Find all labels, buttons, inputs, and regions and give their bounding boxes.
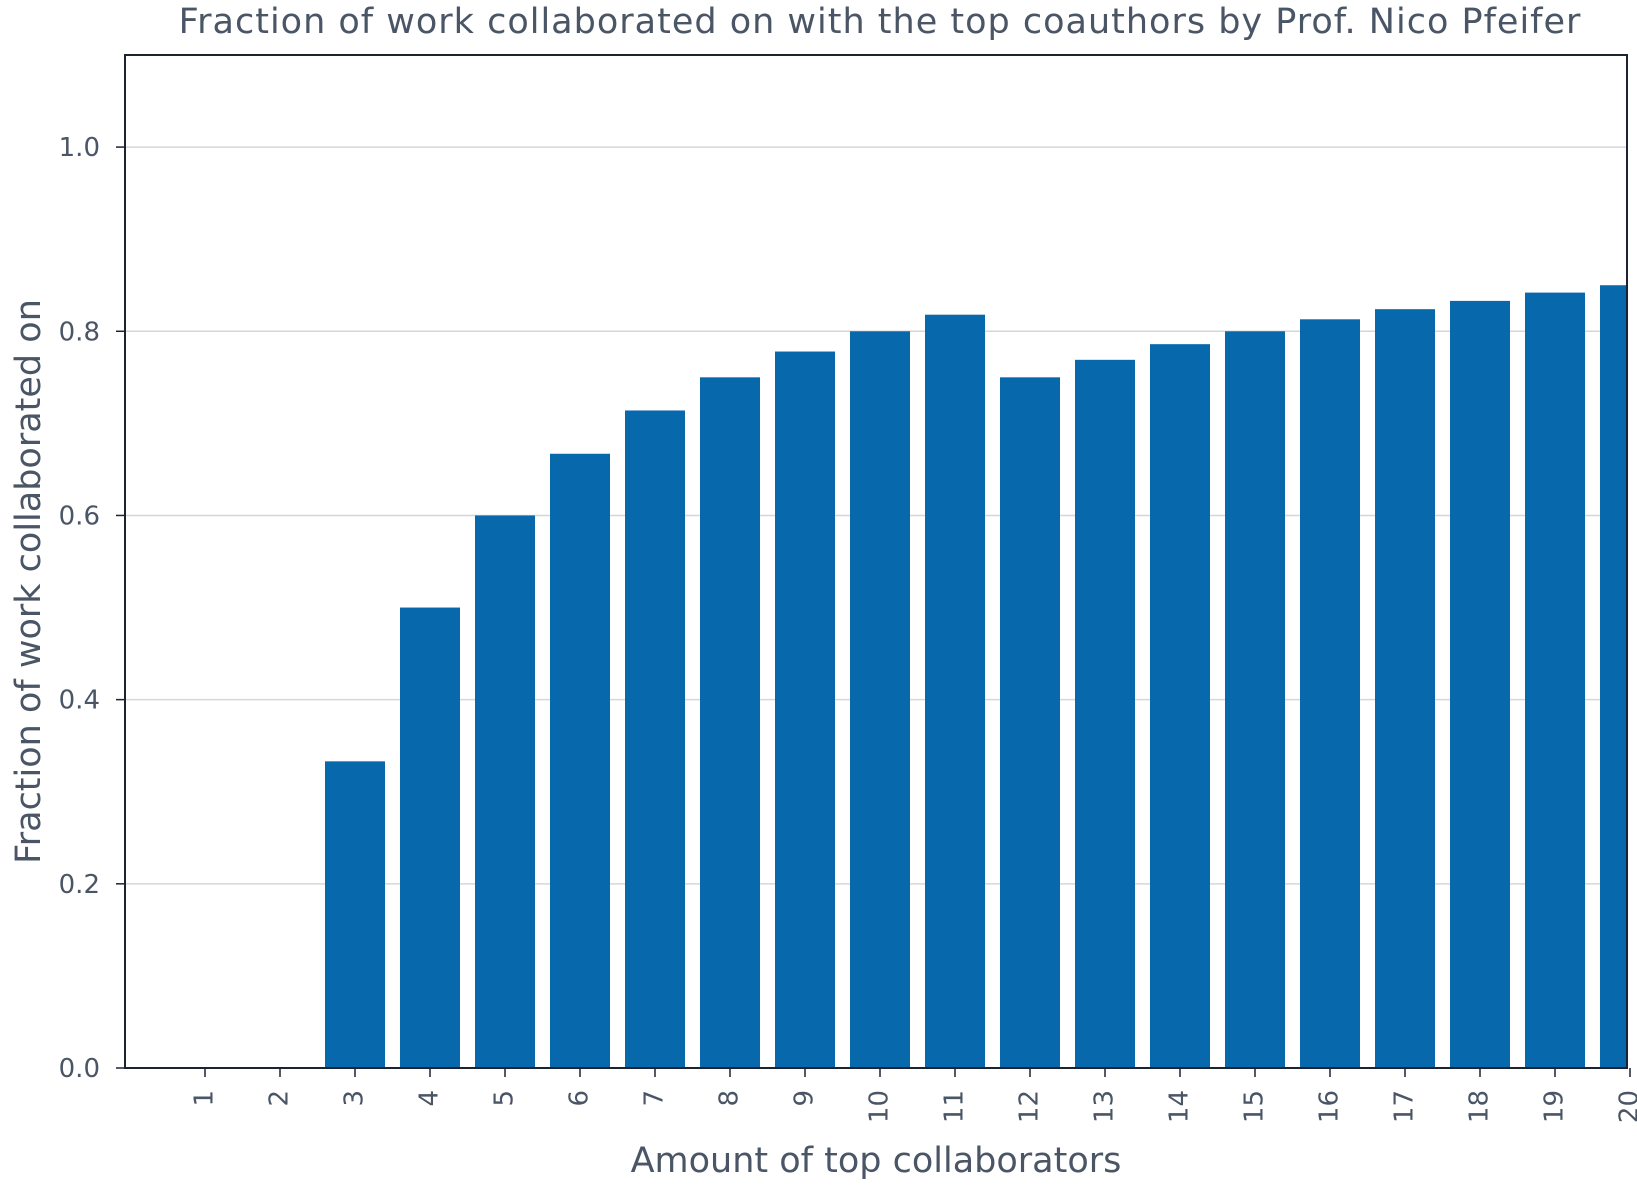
- y-tick-label: 0.4: [59, 686, 100, 716]
- x-tick-label: 13: [1090, 1090, 1120, 1123]
- x-tick-label: 3: [340, 1090, 370, 1107]
- x-tick-label: 4: [415, 1090, 445, 1107]
- bar-7: [625, 410, 685, 1068]
- bar-3: [325, 761, 385, 1068]
- bar-15: [1225, 331, 1285, 1068]
- x-tick-label: 2: [265, 1090, 295, 1107]
- bar-16: [1300, 319, 1360, 1068]
- bar-13: [1075, 360, 1135, 1068]
- chart-title: Fraction of work collaborated on with th…: [179, 2, 1582, 42]
- x-tick-label: 20: [1615, 1090, 1637, 1123]
- x-tick-label: 14: [1165, 1090, 1195, 1123]
- bar-20: [1600, 285, 1627, 1068]
- y-tick-label: 0.6: [59, 501, 100, 531]
- x-tick-label: 16: [1315, 1090, 1345, 1123]
- y-tick-label: 0.2: [59, 870, 100, 900]
- x-tick-label: 6: [565, 1090, 595, 1107]
- y-tick-label: 0.0: [59, 1054, 100, 1084]
- x-tick-label: 7: [640, 1090, 670, 1107]
- y-axis-label: Fraction of work collaborated on: [9, 299, 49, 864]
- x-axis-label: Amount of top collaborators: [631, 1141, 1122, 1181]
- bar-10: [850, 331, 910, 1068]
- bar-14: [1150, 344, 1210, 1068]
- bar-12: [1000, 377, 1060, 1068]
- bar-19: [1525, 293, 1585, 1068]
- x-tick-label: 10: [865, 1090, 895, 1123]
- y-tick-label: 0.8: [59, 317, 100, 347]
- x-tick-label: 1: [190, 1090, 220, 1107]
- y-axis-ticks: 0.0 0.2 0.4 0.6 0.8 1.0: [59, 133, 125, 1084]
- x-tick-label: 5: [490, 1090, 520, 1107]
- bar-17: [1375, 309, 1435, 1068]
- x-tick-label: 12: [1015, 1090, 1045, 1123]
- bar-6: [550, 454, 610, 1068]
- y-tick-label: 1.0: [59, 133, 100, 163]
- x-tick-label: 9: [790, 1090, 820, 1107]
- bar-4: [400, 608, 460, 1068]
- x-tick-label: 11: [940, 1090, 970, 1123]
- x-tick-label: 19: [1540, 1090, 1570, 1123]
- x-tick-label: 8: [715, 1090, 745, 1107]
- bar-8: [700, 377, 760, 1068]
- x-tick-label: 15: [1240, 1090, 1270, 1123]
- x-tick-label: 18: [1465, 1090, 1495, 1123]
- bar-18: [1450, 301, 1510, 1068]
- bars: [325, 285, 1627, 1068]
- bar-11: [925, 315, 985, 1068]
- bar-9: [775, 352, 835, 1068]
- x-tick-label: 17: [1390, 1090, 1420, 1123]
- bar-5: [475, 515, 535, 1068]
